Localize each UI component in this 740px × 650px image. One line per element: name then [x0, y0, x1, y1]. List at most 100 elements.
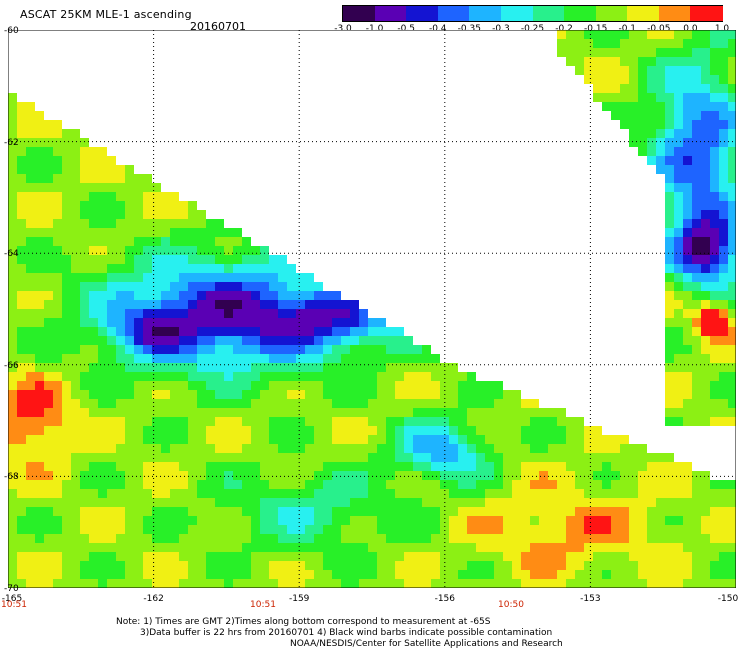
wind-cell	[692, 75, 701, 84]
wind-cell	[674, 48, 683, 57]
wind-cell	[179, 444, 188, 453]
wind-cell	[314, 345, 323, 354]
wind-cell	[665, 516, 674, 525]
wind-cell	[35, 318, 44, 327]
wind-cell	[80, 192, 89, 201]
wind-cell	[233, 579, 242, 588]
wind-cell	[179, 390, 188, 399]
wind-cell	[233, 228, 242, 237]
wind-cell	[80, 525, 89, 534]
wind-cell	[125, 516, 134, 525]
wind-cell	[188, 561, 197, 570]
wind-cell	[701, 273, 710, 282]
wind-cell	[602, 462, 611, 471]
wind-cell	[719, 237, 728, 246]
wind-cell	[422, 534, 431, 543]
wind-cell	[557, 561, 566, 570]
wind-cell	[287, 507, 296, 516]
wind-cell	[638, 498, 647, 507]
wind-cell	[395, 480, 404, 489]
wind-cell	[665, 282, 674, 291]
wind-cell	[8, 129, 17, 138]
wind-cell	[413, 453, 422, 462]
wind-cell	[584, 66, 593, 75]
wind-cell	[719, 30, 728, 39]
wind-cell	[692, 156, 701, 165]
wind-cell	[602, 471, 611, 480]
wind-cell	[233, 417, 242, 426]
wind-cell	[395, 426, 404, 435]
wind-cell	[575, 30, 584, 39]
wind-cell	[134, 291, 143, 300]
wind-cell	[170, 291, 179, 300]
wind-cell	[557, 417, 566, 426]
wind-cell	[404, 561, 413, 570]
wind-cell	[125, 417, 134, 426]
wind-cell	[80, 345, 89, 354]
wind-cell	[116, 183, 125, 192]
wind-cell	[323, 543, 332, 552]
wind-cell	[89, 471, 98, 480]
wind-cell	[530, 570, 539, 579]
wind-cell	[170, 282, 179, 291]
wind-cell	[62, 480, 71, 489]
wind-cell	[692, 129, 701, 138]
wind-cell	[710, 516, 719, 525]
wind-cell	[269, 480, 278, 489]
wind-cell	[674, 534, 683, 543]
wind-cell	[260, 345, 269, 354]
wind-cell	[260, 408, 269, 417]
wind-cell	[17, 462, 26, 471]
wind-cell	[26, 372, 35, 381]
wind-cell	[98, 579, 107, 588]
wind-cell	[71, 156, 80, 165]
wind-cell	[377, 417, 386, 426]
wind-cell	[260, 282, 269, 291]
wind-cell	[125, 246, 134, 255]
wind-cell	[683, 237, 692, 246]
wind-cell	[89, 570, 98, 579]
wind-cell	[179, 543, 188, 552]
wind-cell	[305, 318, 314, 327]
wind-cell	[224, 534, 233, 543]
wind-cell	[503, 408, 512, 417]
wind-cell	[476, 561, 485, 570]
wind-cell	[701, 183, 710, 192]
wind-cell	[17, 336, 26, 345]
wind-cell	[80, 273, 89, 282]
wind-cell	[197, 579, 206, 588]
wind-cell	[647, 543, 656, 552]
wind-cell	[17, 381, 26, 390]
wind-cell	[566, 462, 575, 471]
wind-cell	[395, 543, 404, 552]
wind-cell	[404, 570, 413, 579]
wind-cell	[44, 408, 53, 417]
wind-cell	[332, 390, 341, 399]
wind-cell	[269, 363, 278, 372]
wind-cell	[692, 48, 701, 57]
wind-cell	[152, 579, 161, 588]
wind-cell	[89, 444, 98, 453]
wind-cell	[161, 354, 170, 363]
wind-cell	[107, 543, 116, 552]
wind-cell	[530, 561, 539, 570]
wind-cell	[584, 471, 593, 480]
wind-cell	[530, 498, 539, 507]
wind-cell	[710, 372, 719, 381]
wind-cell	[458, 489, 467, 498]
wind-cell	[440, 471, 449, 480]
wind-cell	[134, 219, 143, 228]
wind-cell	[647, 93, 656, 102]
wind-cell	[584, 30, 593, 39]
wind-cell	[161, 525, 170, 534]
wind-cell	[143, 282, 152, 291]
wind-cell	[557, 543, 566, 552]
wind-cell	[188, 579, 197, 588]
wind-cell	[8, 408, 17, 417]
wind-cell	[98, 525, 107, 534]
wind-cell	[161, 210, 170, 219]
wind-cell	[44, 318, 53, 327]
wind-cell	[269, 336, 278, 345]
wind-cell	[179, 399, 188, 408]
wind-cell	[197, 543, 206, 552]
